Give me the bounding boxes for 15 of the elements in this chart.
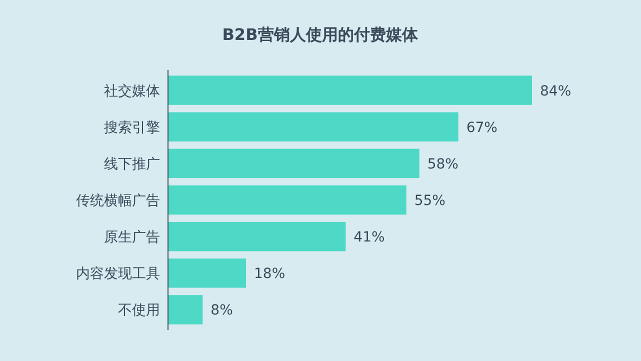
data-label: 84% <box>540 83 572 100</box>
y-tick-label: 不使用 <box>118 302 160 319</box>
data-label: 8% <box>210 302 233 319</box>
y-tick-label: 传统横幅广告 <box>76 193 160 209</box>
data-label: 41% <box>354 230 385 246</box>
data-label: 58% <box>427 156 458 172</box>
data-label: 55% <box>414 193 446 209</box>
y-tick-label: 原生广告 <box>104 230 160 246</box>
title: B2B营销人使用的付费媒体 <box>222 25 418 44</box>
y-tick-label: 内容发现工具 <box>76 266 160 282</box>
y-tick-label: 线下推广 <box>104 156 160 172</box>
y-tick-label: 社交媒体 <box>104 83 160 100</box>
data-label: 18% <box>254 266 286 282</box>
y-tick-label: 搜索引擎 <box>104 120 160 136</box>
data-label: 67% <box>466 120 498 136</box>
